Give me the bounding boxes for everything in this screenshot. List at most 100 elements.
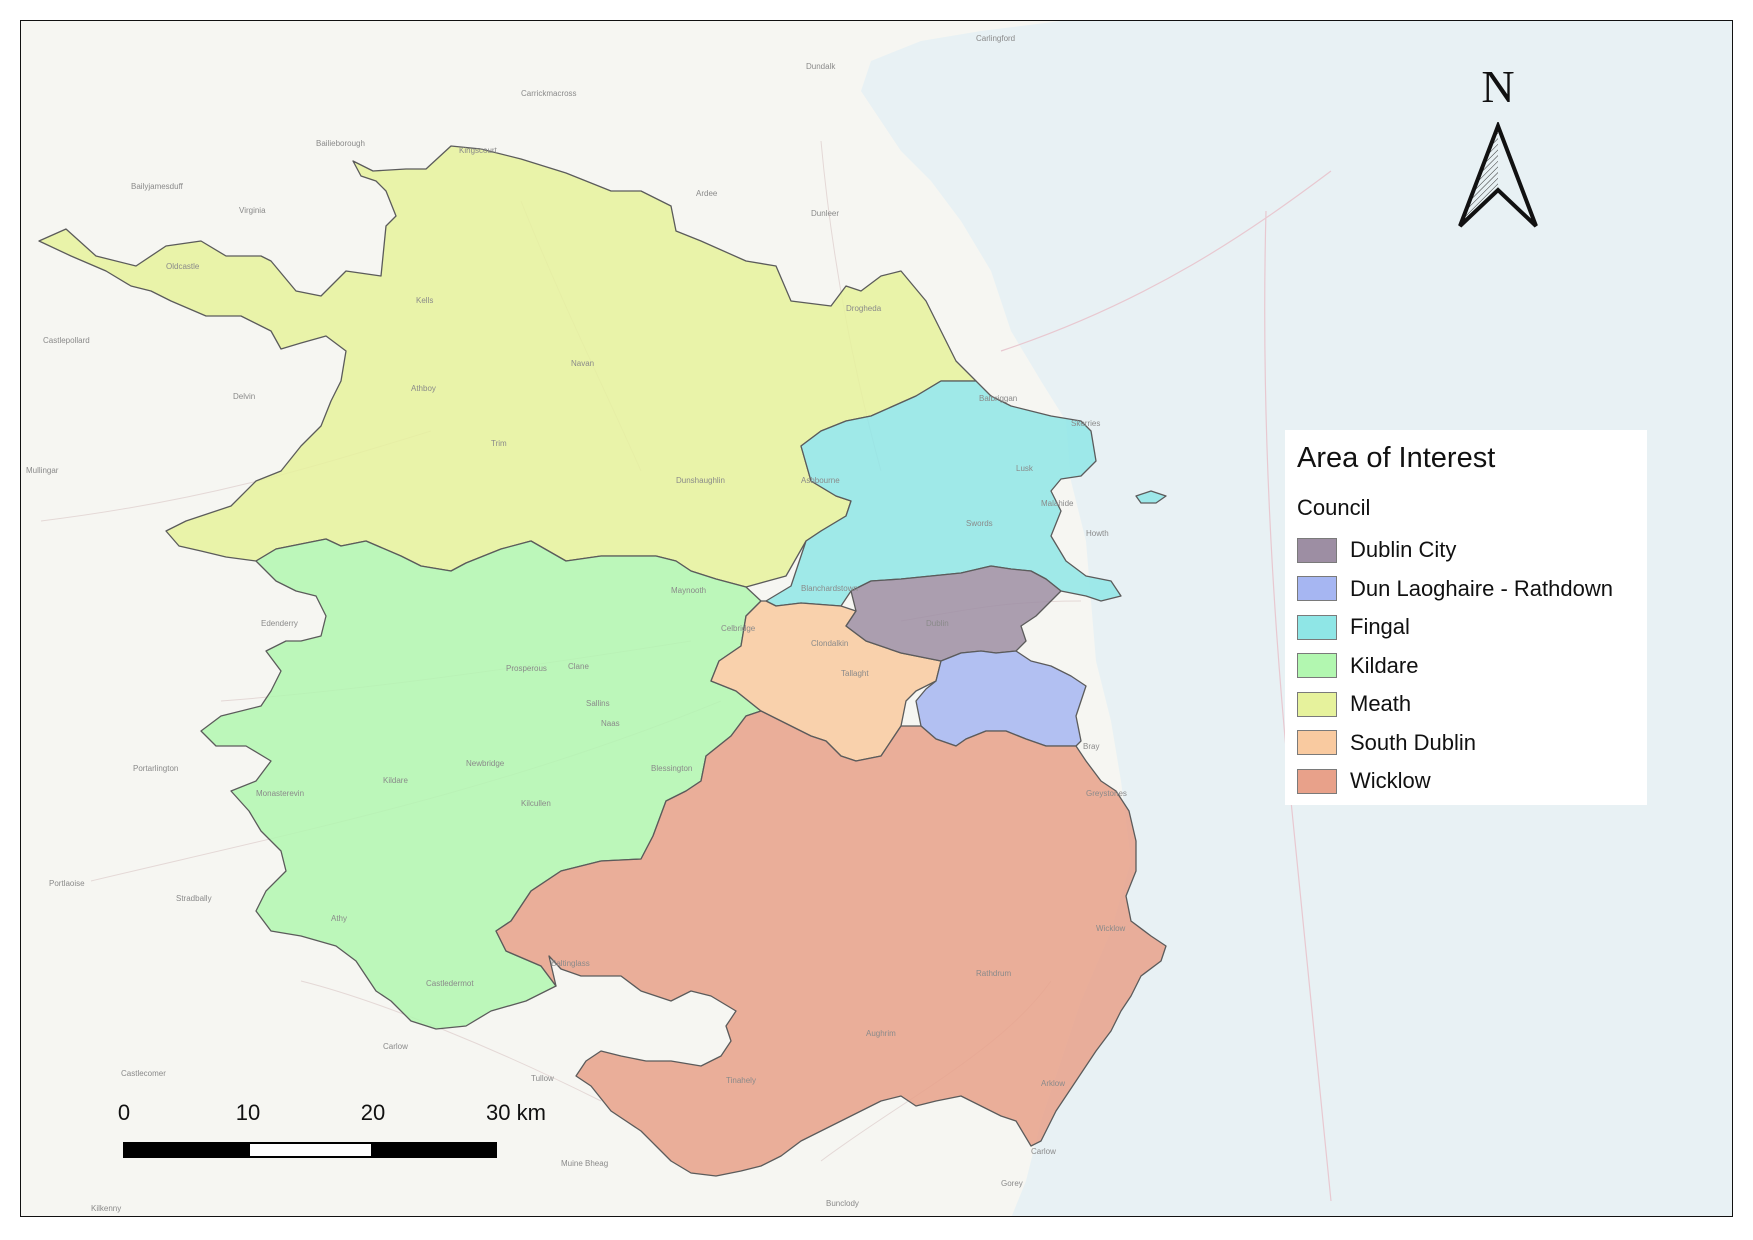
legend-swatch: [1297, 730, 1337, 756]
region-dublin-city[interactable]: [845, 565, 1062, 662]
svg-text:Monasterevin: Monasterevin: [256, 789, 304, 798]
svg-text:Castlecomer: Castlecomer: [121, 1069, 166, 1078]
legend-title: Area of Interest: [1297, 442, 1496, 474]
scale-label-10: 10: [235, 1100, 261, 1125]
scale-label-20: 20: [360, 1100, 386, 1125]
scale-segment-white: [248, 1142, 373, 1158]
scale-label-0: 0: [117, 1100, 131, 1125]
basemap-labels: Carlingford Dundalk Carrickmacross Baili…: [26, 34, 1127, 1213]
svg-text:Naas: Naas: [601, 719, 620, 728]
svg-text:Drogheda: Drogheda: [846, 304, 882, 313]
scale-segment-black-2: [372, 1142, 497, 1158]
svg-text:Ardee: Ardee: [696, 189, 718, 198]
svg-text:Aughrim: Aughrim: [866, 1029, 896, 1038]
svg-text:Bray: Bray: [1083, 742, 1099, 751]
svg-text:Skerries: Skerries: [1071, 419, 1100, 428]
legend-item-fingal[interactable]: Fingal: [1297, 608, 1635, 647]
north-letter: N: [1481, 61, 1515, 112]
region-wicklow[interactable]: [495, 710, 1167, 1177]
svg-text:Baltinglass: Baltinglass: [551, 959, 590, 968]
svg-text:Balbriggan: Balbriggan: [979, 394, 1017, 403]
legend-swatch: [1297, 614, 1337, 640]
svg-text:Arklow: Arklow: [1041, 1079, 1065, 1088]
scale-segment-black-1: [123, 1142, 249, 1158]
legend-item-dun-laoghaire-rathdown[interactable]: Dun Laoghaire - Rathdown: [1297, 570, 1635, 609]
svg-text:Delvin: Delvin: [233, 392, 255, 401]
svg-text:Navan: Navan: [571, 359, 594, 368]
north-arrow-icon: [1458, 122, 1538, 228]
svg-text:Ashbourne: Ashbourne: [801, 476, 840, 485]
svg-text:Bunclody: Bunclody: [826, 1199, 859, 1208]
svg-text:Greystones: Greystones: [1086, 789, 1127, 798]
svg-text:Carlow: Carlow: [383, 1042, 408, 1051]
north-arrow: N: [1452, 60, 1544, 240]
scale-bar: 0 10 20 30 km: [100, 1100, 560, 1160]
svg-text:Howth: Howth: [1086, 529, 1109, 538]
svg-text:Dunshaughlin: Dunshaughlin: [676, 476, 725, 485]
legend-label: Dun Laoghaire - Rathdown: [1350, 575, 1613, 601]
svg-text:Lusk: Lusk: [1016, 464, 1034, 473]
legend-label: Meath: [1350, 691, 1412, 717]
legend-label: Wicklow: [1350, 768, 1431, 794]
svg-text:Athboy: Athboy: [411, 384, 436, 393]
svg-text:Virginia: Virginia: [239, 206, 266, 215]
svg-text:Carlow: Carlow: [1031, 1147, 1056, 1156]
svg-text:Kildare: Kildare: [383, 776, 408, 785]
legend-swatch: [1297, 576, 1337, 602]
svg-text:Kells: Kells: [416, 296, 433, 305]
svg-text:Portarlington: Portarlington: [133, 764, 178, 773]
svg-text:Stradbally: Stradbally: [176, 894, 212, 903]
svg-text:Tallaght: Tallaght: [841, 669, 869, 678]
fingal-lambay-island: [1135, 490, 1167, 504]
legend-label: South Dublin: [1350, 729, 1476, 755]
svg-text:Clondalkin: Clondalkin: [811, 639, 848, 648]
svg-text:Muine Bheag: Muine Bheag: [561, 1159, 608, 1168]
legend-swatch: [1297, 537, 1337, 563]
legend: Area of Interest Council Dublin City Dun…: [1285, 430, 1647, 805]
svg-text:Wicklow: Wicklow: [1096, 924, 1126, 933]
svg-text:Gorey: Gorey: [1001, 1179, 1023, 1188]
legend-item-dublin-city[interactable]: Dublin City: [1297, 531, 1635, 570]
legend-subtitle: Council: [1297, 495, 1371, 520]
svg-text:Clane: Clane: [568, 662, 589, 671]
legend-item-meath[interactable]: Meath: [1297, 685, 1635, 724]
svg-text:Castledermot: Castledermot: [426, 979, 474, 988]
svg-text:Edenderry: Edenderry: [261, 619, 298, 628]
svg-text:Dundalk: Dundalk: [806, 62, 836, 71]
svg-text:Prosperous: Prosperous: [506, 664, 547, 673]
svg-text:Carlingford: Carlingford: [976, 34, 1015, 43]
svg-text:Mullingar: Mullingar: [26, 466, 59, 475]
legend-item-kildare[interactable]: Kildare: [1297, 647, 1635, 686]
svg-text:Castlepollard: Castlepollard: [43, 336, 90, 345]
svg-text:Blanchardstown: Blanchardstown: [801, 584, 858, 593]
legend-label: Fingal: [1350, 614, 1410, 640]
svg-text:Malahide: Malahide: [1041, 499, 1074, 508]
legend-swatch: [1297, 653, 1337, 679]
svg-text:Blessington: Blessington: [651, 764, 692, 773]
svg-text:Bailieborough: Bailieborough: [316, 139, 365, 148]
svg-text:Kingscourt: Kingscourt: [459, 146, 498, 155]
svg-text:Tullow: Tullow: [531, 1074, 554, 1083]
legend-label: Kildare: [1350, 652, 1419, 678]
svg-text:Bailyjamesduff: Bailyjamesduff: [131, 182, 184, 191]
svg-text:Kilkenny: Kilkenny: [91, 1204, 121, 1213]
svg-text:Dublin: Dublin: [926, 619, 949, 628]
svg-text:Trim: Trim: [491, 439, 507, 448]
svg-text:Newbridge: Newbridge: [466, 759, 505, 768]
legend-item-wicklow[interactable]: Wicklow: [1297, 762, 1635, 801]
legend-swatch: [1297, 768, 1337, 794]
legend-label: Dublin City: [1350, 537, 1457, 563]
svg-text:Sallins: Sallins: [586, 699, 610, 708]
legend-item-south-dublin[interactable]: South Dublin: [1297, 724, 1635, 763]
svg-text:Carrickmacross: Carrickmacross: [521, 89, 577, 98]
svg-text:Rathdrum: Rathdrum: [976, 969, 1011, 978]
svg-text:Athy: Athy: [331, 914, 347, 923]
svg-text:Celbridge: Celbridge: [721, 624, 756, 633]
scale-label-30-km: 30 km: [486, 1100, 546, 1125]
svg-text:Maynooth: Maynooth: [671, 586, 706, 595]
svg-text:Dunleer: Dunleer: [811, 209, 839, 218]
svg-text:Kilcullen: Kilcullen: [521, 799, 551, 808]
svg-text:Tinahely: Tinahely: [726, 1076, 756, 1085]
svg-text:Swords: Swords: [966, 519, 993, 528]
legend-swatch: [1297, 691, 1337, 717]
